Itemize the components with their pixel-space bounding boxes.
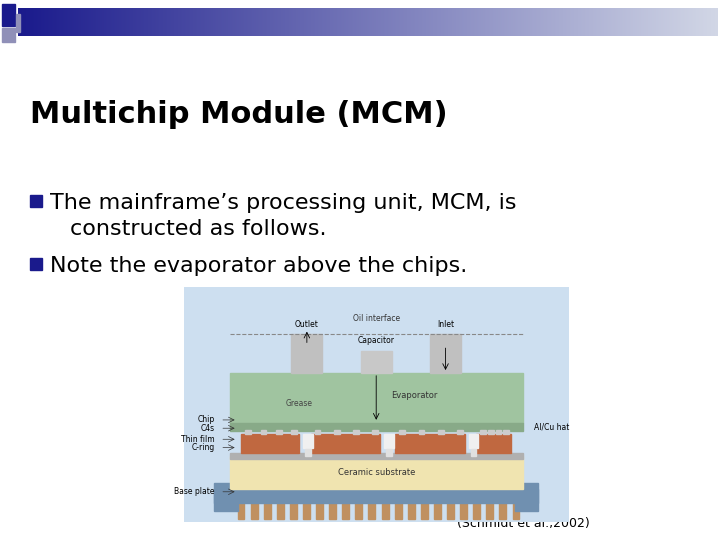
Text: Outlet: Outlet bbox=[295, 320, 319, 329]
Text: Grease: Grease bbox=[286, 399, 312, 408]
Bar bbox=[292, 334, 323, 373]
Text: C-ring: C-ring bbox=[192, 443, 215, 452]
Text: Multichip Module (MCM): Multichip Module (MCM) bbox=[30, 100, 448, 129]
Text: Thin film: Thin film bbox=[181, 435, 215, 444]
Text: Oil interface: Oil interface bbox=[353, 314, 400, 323]
Bar bbox=[30, 195, 42, 207]
Bar bbox=[400, 430, 405, 434]
Bar bbox=[230, 423, 523, 431]
Bar bbox=[353, 430, 359, 434]
Bar bbox=[447, 503, 454, 519]
Bar bbox=[230, 456, 523, 489]
Bar bbox=[473, 503, 480, 519]
Bar bbox=[384, 434, 394, 448]
Bar bbox=[276, 430, 282, 434]
Bar bbox=[215, 489, 538, 503]
Bar bbox=[334, 430, 340, 434]
Bar bbox=[315, 430, 320, 434]
Bar bbox=[238, 503, 245, 519]
Bar bbox=[471, 449, 477, 456]
Text: Ceramic substrate: Ceramic substrate bbox=[338, 468, 415, 477]
Bar bbox=[290, 503, 297, 519]
Bar bbox=[369, 503, 375, 519]
Bar bbox=[488, 430, 494, 434]
Bar bbox=[430, 334, 461, 373]
Bar bbox=[251, 503, 258, 519]
Bar bbox=[395, 434, 465, 453]
Bar bbox=[30, 258, 42, 270]
Bar bbox=[303, 434, 312, 448]
Bar bbox=[329, 503, 336, 519]
Bar bbox=[515, 483, 538, 511]
Bar bbox=[438, 430, 444, 434]
Bar bbox=[386, 449, 392, 456]
Bar bbox=[480, 430, 486, 434]
Bar bbox=[503, 430, 509, 434]
Bar bbox=[421, 503, 428, 519]
Bar bbox=[230, 373, 523, 423]
Bar bbox=[215, 483, 238, 511]
Bar bbox=[316, 503, 323, 519]
Bar bbox=[408, 503, 415, 519]
Text: C4s: C4s bbox=[200, 424, 215, 433]
Bar bbox=[495, 430, 501, 434]
Bar bbox=[477, 434, 511, 453]
Bar bbox=[303, 503, 310, 519]
Bar bbox=[292, 430, 297, 434]
Text: Note the evaporator above the chips.: Note the evaporator above the chips. bbox=[50, 256, 467, 276]
Bar bbox=[342, 503, 349, 519]
Bar bbox=[460, 503, 467, 519]
Bar bbox=[395, 503, 402, 519]
Bar bbox=[487, 503, 493, 519]
Text: Evaporator: Evaporator bbox=[392, 390, 438, 400]
Bar bbox=[372, 430, 378, 434]
Bar bbox=[241, 434, 300, 453]
Bar bbox=[305, 449, 311, 456]
Text: Al/Cu hat: Al/Cu hat bbox=[534, 422, 570, 431]
Bar bbox=[261, 430, 266, 434]
Bar bbox=[276, 503, 284, 519]
Bar bbox=[418, 430, 424, 434]
Text: Inlet: Inlet bbox=[437, 320, 454, 329]
Text: (Schmidt et al.,2002): (Schmidt et al.,2002) bbox=[457, 517, 590, 530]
Bar bbox=[434, 503, 441, 519]
Text: Chip: Chip bbox=[197, 415, 215, 424]
Text: The mainframe’s processing unit, MCM, is: The mainframe’s processing unit, MCM, is bbox=[50, 193, 516, 213]
Bar bbox=[469, 434, 478, 448]
Bar bbox=[356, 503, 362, 519]
Bar bbox=[513, 503, 520, 519]
Bar bbox=[500, 503, 506, 519]
Bar bbox=[361, 351, 392, 373]
Bar bbox=[311, 434, 380, 453]
Bar bbox=[230, 453, 523, 458]
Bar bbox=[264, 503, 271, 519]
Text: Capacitor: Capacitor bbox=[358, 336, 395, 345]
Text: Base plate: Base plate bbox=[174, 487, 215, 496]
Bar bbox=[16, 14, 20, 32]
Bar bbox=[382, 503, 389, 519]
Bar bbox=[457, 430, 463, 434]
Bar bbox=[2, 4, 15, 26]
Bar bbox=[246, 430, 251, 434]
Bar bbox=[2, 28, 15, 42]
Text: constructed as follows.: constructed as follows. bbox=[70, 219, 326, 239]
